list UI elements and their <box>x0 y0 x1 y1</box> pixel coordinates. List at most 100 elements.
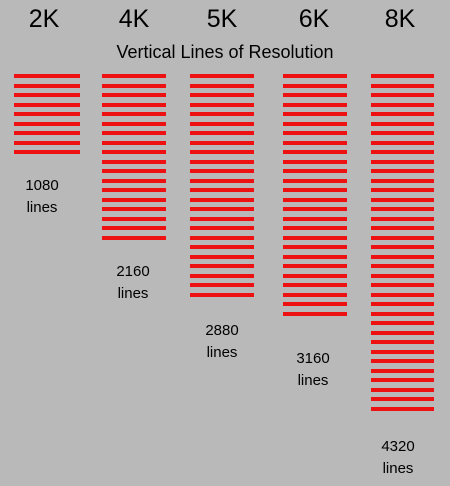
stripe-4k <box>102 140 166 145</box>
label-4k: 4K <box>118 5 150 33</box>
stripe-4k <box>102 121 166 126</box>
stripe-8k <box>371 368 434 373</box>
stripe-6k <box>283 188 347 192</box>
stripe-4k <box>102 178 166 183</box>
line-unit-8k: lines <box>382 460 414 477</box>
stripe-6k <box>283 93 347 97</box>
stripe-2k <box>14 93 80 97</box>
stripe-6k <box>283 226 347 230</box>
stripe-8k <box>371 397 434 401</box>
stripe-5k <box>190 140 254 145</box>
stripe-6k <box>283 83 347 88</box>
stripe-2k <box>14 121 80 126</box>
stripe-2k <box>14 131 80 135</box>
line-count-5k: 2880 <box>205 322 239 339</box>
stripe-8k <box>371 349 434 354</box>
line-unit-2k: lines <box>26 199 58 216</box>
stripe-6k <box>283 74 347 78</box>
stripe-6k <box>283 207 347 211</box>
stripe-6k <box>283 302 347 306</box>
stripe-6k <box>283 150 347 154</box>
stripe-6k <box>283 140 347 145</box>
stripe-6k <box>283 112 347 116</box>
stripe-5k <box>190 102 254 107</box>
stripe-6k <box>283 235 347 240</box>
label-8k: 8K <box>384 5 416 33</box>
stripe-8k <box>371 197 434 202</box>
stripe-8k <box>371 340 434 344</box>
stripe-8k <box>371 112 434 116</box>
stripe-5k <box>190 159 254 164</box>
stripe-8k <box>371 330 434 335</box>
stripe-5k <box>190 235 254 240</box>
stripe-5k <box>190 83 254 88</box>
stripe-6k <box>283 121 347 126</box>
stripe-5k <box>190 150 254 154</box>
stripe-6k <box>283 292 347 297</box>
stripe-6k <box>283 178 347 183</box>
stripe-8k <box>371 273 434 278</box>
line-unit-6k: lines <box>297 372 329 389</box>
stripe-4k <box>102 188 166 192</box>
stripe-5k <box>190 283 254 287</box>
stripe-6k <box>283 131 347 135</box>
stripe-8k <box>371 226 434 230</box>
stripe-2k <box>14 102 80 107</box>
stripe-8k <box>371 178 434 183</box>
diagram-title: Vertical Lines of Resolution <box>116 42 334 62</box>
stripe-8k <box>371 292 434 297</box>
caption-5k: 2880 lines <box>192 320 252 364</box>
stripe-column-4k <box>102 74 166 240</box>
stripe-8k <box>371 131 434 135</box>
stripe-column-6k <box>283 74 347 316</box>
stripe-4k <box>102 169 166 173</box>
stripe-8k <box>371 378 434 382</box>
label-5k: 5K <box>206 5 238 33</box>
stripe-5k <box>190 93 254 97</box>
caption-8k: 4320 lines <box>368 436 428 480</box>
stripe-4k <box>102 216 166 221</box>
stripe-8k <box>371 302 434 306</box>
stripe-5k <box>190 169 254 173</box>
stripe-6k <box>283 254 347 259</box>
stripe-8k <box>371 264 434 268</box>
stripe-8k <box>371 150 434 154</box>
stripe-4k <box>102 74 166 78</box>
stripe-5k <box>190 121 254 126</box>
stripe-4k <box>102 102 166 107</box>
stripe-8k <box>371 83 434 88</box>
stripe-8k <box>371 93 434 97</box>
stripe-2k <box>14 140 80 145</box>
stripe-8k <box>371 387 434 392</box>
stripe-5k <box>190 245 254 249</box>
line-count-4k: 2160 <box>116 263 150 280</box>
stripe-8k <box>371 216 434 221</box>
stripe-4k <box>102 83 166 88</box>
line-count-6k: 3160 <box>296 350 330 367</box>
stripe-8k <box>371 359 434 363</box>
stripe-8k <box>371 140 434 145</box>
stripe-4k <box>102 197 166 202</box>
stripe-8k <box>371 235 434 240</box>
label-2k: 2K <box>28 5 60 33</box>
line-unit-4k: lines <box>117 285 149 302</box>
stripe-column-2k <box>14 74 80 154</box>
stripe-8k <box>371 188 434 192</box>
stripe-column-8k <box>371 74 434 411</box>
stripe-5k <box>190 207 254 211</box>
stripe-8k <box>371 169 434 173</box>
stripe-4k <box>102 159 166 164</box>
stripe-8k <box>371 159 434 164</box>
stripe-6k <box>283 264 347 268</box>
stripe-6k <box>283 311 347 316</box>
stripe-4k <box>102 235 166 240</box>
stripe-6k <box>283 197 347 202</box>
stripe-5k <box>190 188 254 192</box>
stripe-5k <box>190 216 254 221</box>
stripe-4k <box>102 226 166 230</box>
stripe-6k <box>283 102 347 107</box>
stripe-6k <box>283 216 347 221</box>
stripe-5k <box>190 292 254 297</box>
stripe-2k <box>14 150 80 154</box>
